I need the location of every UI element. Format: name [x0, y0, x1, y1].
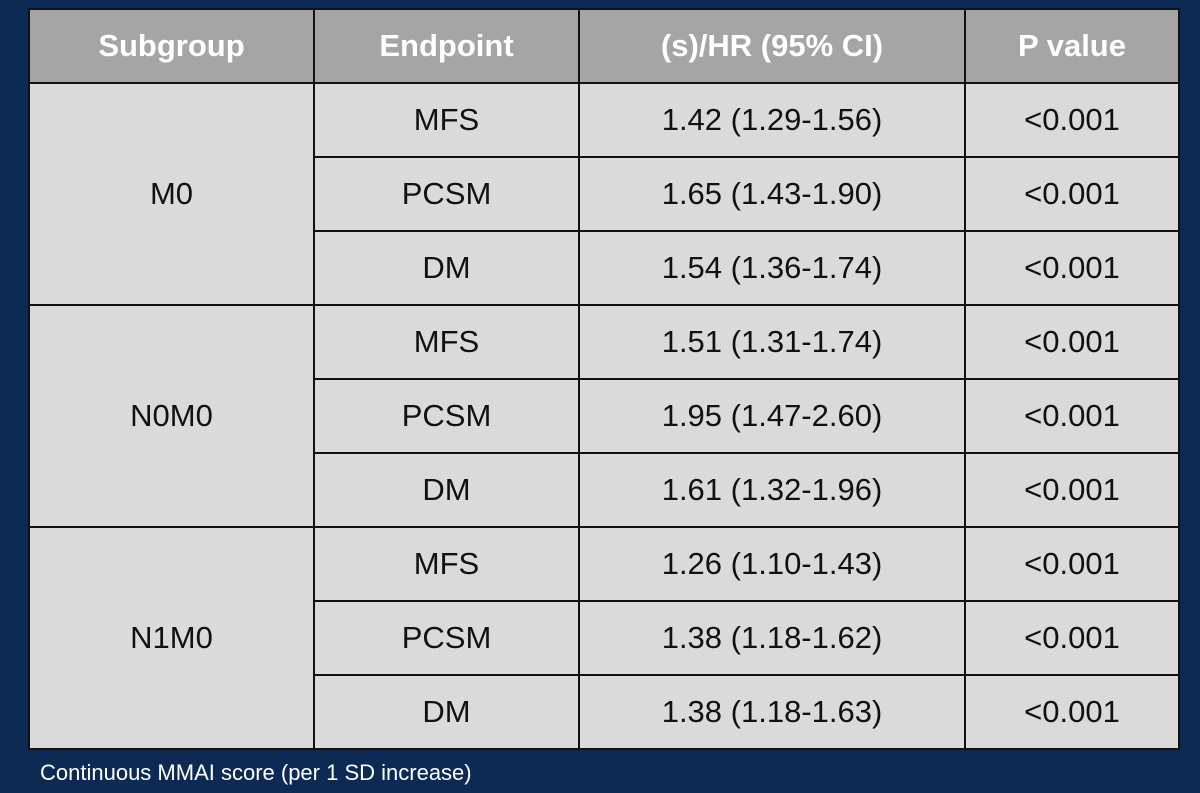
- subgroup-cell: N0M0: [28, 304, 315, 528]
- table-row: DM 1.61 (1.32-1.96) <0.001: [29, 452, 1180, 528]
- endpoint-cell: MFS: [313, 82, 580, 158]
- header-hr-ci: (s)/HR (95% CI): [578, 8, 966, 84]
- p-value-cell: <0.001: [964, 304, 1180, 380]
- hr-cell: 1.61 (1.32-1.96): [578, 452, 966, 528]
- p-value-cell: <0.001: [964, 156, 1180, 232]
- hr-cell: 1.38 (1.18-1.62): [578, 600, 966, 676]
- p-value-cell: <0.001: [964, 674, 1180, 750]
- header-subgroup: Subgroup: [28, 8, 315, 84]
- hr-cell: 1.95 (1.47-2.60): [578, 378, 966, 454]
- table-row: N1M0 MFS 1.26 (1.10-1.43) <0.001: [28, 526, 1180, 750]
- results-table: Subgroup Endpoint (s)/HR (95% CI) P valu…: [28, 8, 1180, 750]
- endpoint-cell: DM: [313, 452, 580, 528]
- hr-cell: 1.51 (1.31-1.74): [578, 304, 966, 380]
- header-row: Subgroup Endpoint (s)/HR (95% CI) P valu…: [28, 8, 1180, 84]
- header-p-value: P value: [964, 8, 1180, 84]
- endpoint-cell: PCSM: [313, 600, 580, 676]
- hr-cell: 1.42 (1.29-1.56): [578, 82, 966, 158]
- subgroup-cell: N1M0: [28, 526, 315, 750]
- endpoint-cell: DM: [313, 230, 580, 306]
- endpoint-cell: PCSM: [313, 156, 580, 232]
- p-value-cell: <0.001: [964, 600, 1180, 676]
- table-row: N0M0 MFS 1.51 (1.31-1.74) <0.001: [28, 304, 1180, 528]
- header-endpoint: Endpoint: [313, 8, 580, 84]
- table-row: M0 MFS 1.42 (1.29-1.56) <0.001: [28, 82, 1180, 306]
- endpoint-cell: MFS: [313, 526, 580, 602]
- p-value-cell: <0.001: [964, 82, 1180, 158]
- endpoint-cell: PCSM: [313, 378, 580, 454]
- table-row: PCSM 1.38 (1.18-1.62) <0.001: [29, 600, 1180, 676]
- table-row: PCSM 1.65 (1.43-1.90) <0.001: [29, 156, 1180, 232]
- table-row: DM 1.54 (1.36-1.74) <0.001: [29, 230, 1180, 306]
- endpoint-cell: DM: [313, 674, 580, 750]
- footnote: Continuous MMAI score (per 1 SD increase…: [40, 760, 472, 785]
- p-value-cell: <0.001: [964, 378, 1180, 454]
- table-row: PCSM 1.95 (1.47-2.60) <0.001: [29, 378, 1180, 454]
- table-row: DM 1.38 (1.18-1.63) <0.001: [29, 674, 1180, 750]
- p-value-cell: <0.001: [964, 230, 1180, 306]
- results-table-container: Subgroup Endpoint (s)/HR (95% CI) P valu…: [28, 8, 1180, 750]
- endpoint-cell: MFS: [313, 304, 580, 380]
- p-value-cell: <0.001: [964, 526, 1180, 602]
- subgroup-cell: M0: [28, 82, 315, 306]
- hr-cell: 1.65 (1.43-1.90): [578, 156, 966, 232]
- hr-cell: 1.38 (1.18-1.63): [578, 674, 966, 750]
- p-value-cell: <0.001: [964, 452, 1180, 528]
- hr-cell: 1.54 (1.36-1.74): [578, 230, 966, 306]
- hr-cell: 1.26 (1.10-1.43): [578, 526, 966, 602]
